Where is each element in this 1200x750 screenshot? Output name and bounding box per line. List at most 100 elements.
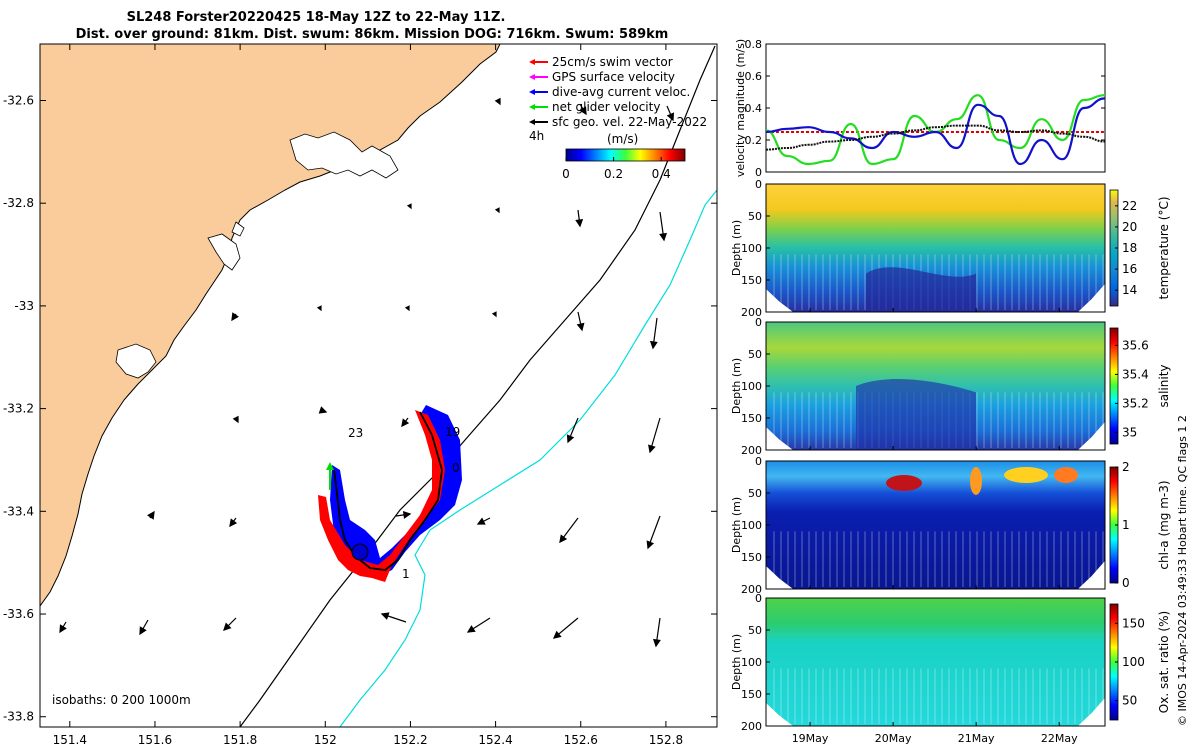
velocity-arrow (491, 311, 497, 318)
isobath-1000m (339, 189, 717, 727)
colorbar-label: salinity (1157, 364, 1171, 407)
legend-arrowhead-icon (529, 59, 535, 65)
isobath-200m (239, 45, 716, 727)
velocity-arrow (552, 617, 579, 639)
velocity-ytick-label: 0.6 (745, 70, 763, 83)
colorbar-tick-label: 14 (1122, 283, 1137, 297)
legend-arrowhead-icon (529, 89, 535, 95)
velocity-arrow (139, 619, 149, 636)
lat-tick-label: -33.8 (3, 710, 34, 724)
colorbar-label: chl-a (mg m-3) (1157, 480, 1171, 569)
lat-tick-label: -32.6 (3, 93, 34, 107)
velocity-ylabel: velocity magnitude (m/s) (734, 39, 747, 177)
velocity-series-blue (765, 97, 1106, 166)
lon-tick-label: 151.6 (138, 733, 172, 747)
section-ylabel: Depth (m) (730, 497, 743, 553)
speed-colorbar-ticks: 0 0.2 0.4 (562, 157, 671, 181)
lat-tick-label: -32.8 (3, 196, 34, 210)
velocity-arrow (229, 517, 238, 528)
title-line-2: Dist. over ground: 81km. Dist. swum: 86k… (76, 27, 669, 42)
date-tick-label: 22May (1041, 732, 1078, 745)
map-frame (39, 43, 718, 728)
legend-label: net glider velocity (552, 100, 660, 114)
velocity-arrow (401, 417, 410, 428)
section-ylabel: Depth (m) (730, 220, 743, 276)
lon-tick-label: 152.4 (478, 733, 512, 747)
velocity-arrow (575, 209, 584, 228)
legend-entry: dive-avg current veloc. (529, 85, 690, 99)
colorbar-tick-label: 0.4 (652, 167, 671, 181)
velocity-arrow (232, 415, 239, 424)
lon-tick-label: 151.8 (223, 733, 257, 747)
colorbar-tick-label: 2 (1122, 460, 1130, 474)
colorbar-label: temperature (°C) (1157, 197, 1171, 300)
depth-tick-label: 100 (741, 519, 762, 532)
depth-tick-label: 150 (741, 688, 762, 701)
depth-tick-label: 50 (748, 487, 762, 500)
velocity-arrow (404, 305, 410, 312)
legend-label: GPS surface velocity (552, 70, 675, 84)
track-day-label-1: 1 (402, 567, 410, 581)
colorbar-tick-label: 35 (1122, 425, 1137, 439)
chl-maximum-patch (886, 475, 922, 491)
legend-entry: GPS surface velocity (529, 70, 675, 84)
legend-label: dive-avg current veloc. (552, 85, 690, 99)
depth-tick-label: 0 (755, 455, 762, 468)
depth-tick-label: 150 (741, 551, 762, 564)
chl-maximum-patch (1004, 467, 1048, 483)
section-oxy: 0 50 100 150 200 Depth (m) 50 100 150 Ox. sat. ra… (730, 592, 1171, 733)
map-ticks: 151.4 151.6 151.8 152 152.2 152.4 152.6 152.8 -3… (3, 44, 717, 747)
velocity-arrow (59, 621, 67, 634)
velocity-arrow (659, 211, 667, 242)
depth-tick-label: 100 (741, 656, 762, 669)
velocity-arrow (466, 617, 491, 633)
section-heatmap (766, 461, 1105, 589)
lon-tick-label: 152 (314, 733, 337, 747)
section-heatmap (766, 598, 1105, 726)
track-day-label-0: 0 (452, 461, 460, 475)
colorbar-tick-label: 35.6 (1122, 338, 1149, 352)
velocity-arrow (318, 406, 328, 414)
inlet (115, 343, 157, 379)
lon-tick-label: 152.6 (564, 733, 598, 747)
depth-tick-label: 150 (741, 274, 762, 287)
estuary (289, 131, 399, 179)
colorbar-tick-label: 35.4 (1122, 367, 1149, 381)
velocity-series-black (765, 124, 1106, 151)
colorbar-tick-label: 0 (562, 167, 570, 181)
depth-tick-label: 0 (755, 316, 762, 329)
colorbar-tick-label: 18 (1122, 241, 1137, 255)
section-ylabel: Depth (m) (730, 358, 743, 414)
depth-tick-label: 200 (741, 306, 762, 319)
velocity-ytick-label: 0.2 (745, 134, 763, 147)
velocity-arrow (494, 97, 501, 106)
colorbar-tick-label: 0.2 (604, 167, 623, 181)
velocity-arrow (648, 417, 661, 454)
depth-tick-label: 0 (755, 178, 762, 191)
depth-tick-label: 200 (741, 444, 762, 457)
velocity-arrow (566, 417, 579, 444)
depth-tick-label: 50 (748, 348, 762, 361)
land-mass (40, 44, 501, 607)
colorbar-tick-label: 150 (1122, 616, 1145, 630)
section-chl: 0 50 100 150 200 Depth (m) 0 1 2 chl-a (mg m-3) (730, 455, 1171, 596)
velocity-ytick-label: 0 (755, 166, 762, 179)
depth-tick-label: 200 (741, 583, 762, 596)
legend-entry: 25cm/s swim vector (529, 55, 673, 69)
colorbar-tick-label: 22 (1122, 199, 1137, 213)
section-temp: 0 50 100 150 200 Depth (m) 14 16 18 20 22 temperatu… (730, 178, 1171, 319)
depth-tick-label: 100 (741, 380, 762, 393)
section-ylabel: Depth (m) (730, 634, 743, 690)
chl-maximum-patch (1054, 467, 1078, 483)
depth-tick-label: 150 (741, 412, 762, 425)
velocity-ytick-label: 0.8 (745, 38, 763, 51)
velocity-arrow (316, 305, 322, 312)
lake (207, 233, 241, 271)
title-line-1: SL248 Forster20220425 18-May 12Z to 22-M… (127, 10, 506, 25)
lat-tick-label: -33.2 (3, 402, 34, 416)
track-day-label-23: 23 (348, 426, 363, 440)
date-axis: 19May 20May 21May 22May (792, 308, 1078, 745)
velocity-arrow (579, 103, 587, 116)
